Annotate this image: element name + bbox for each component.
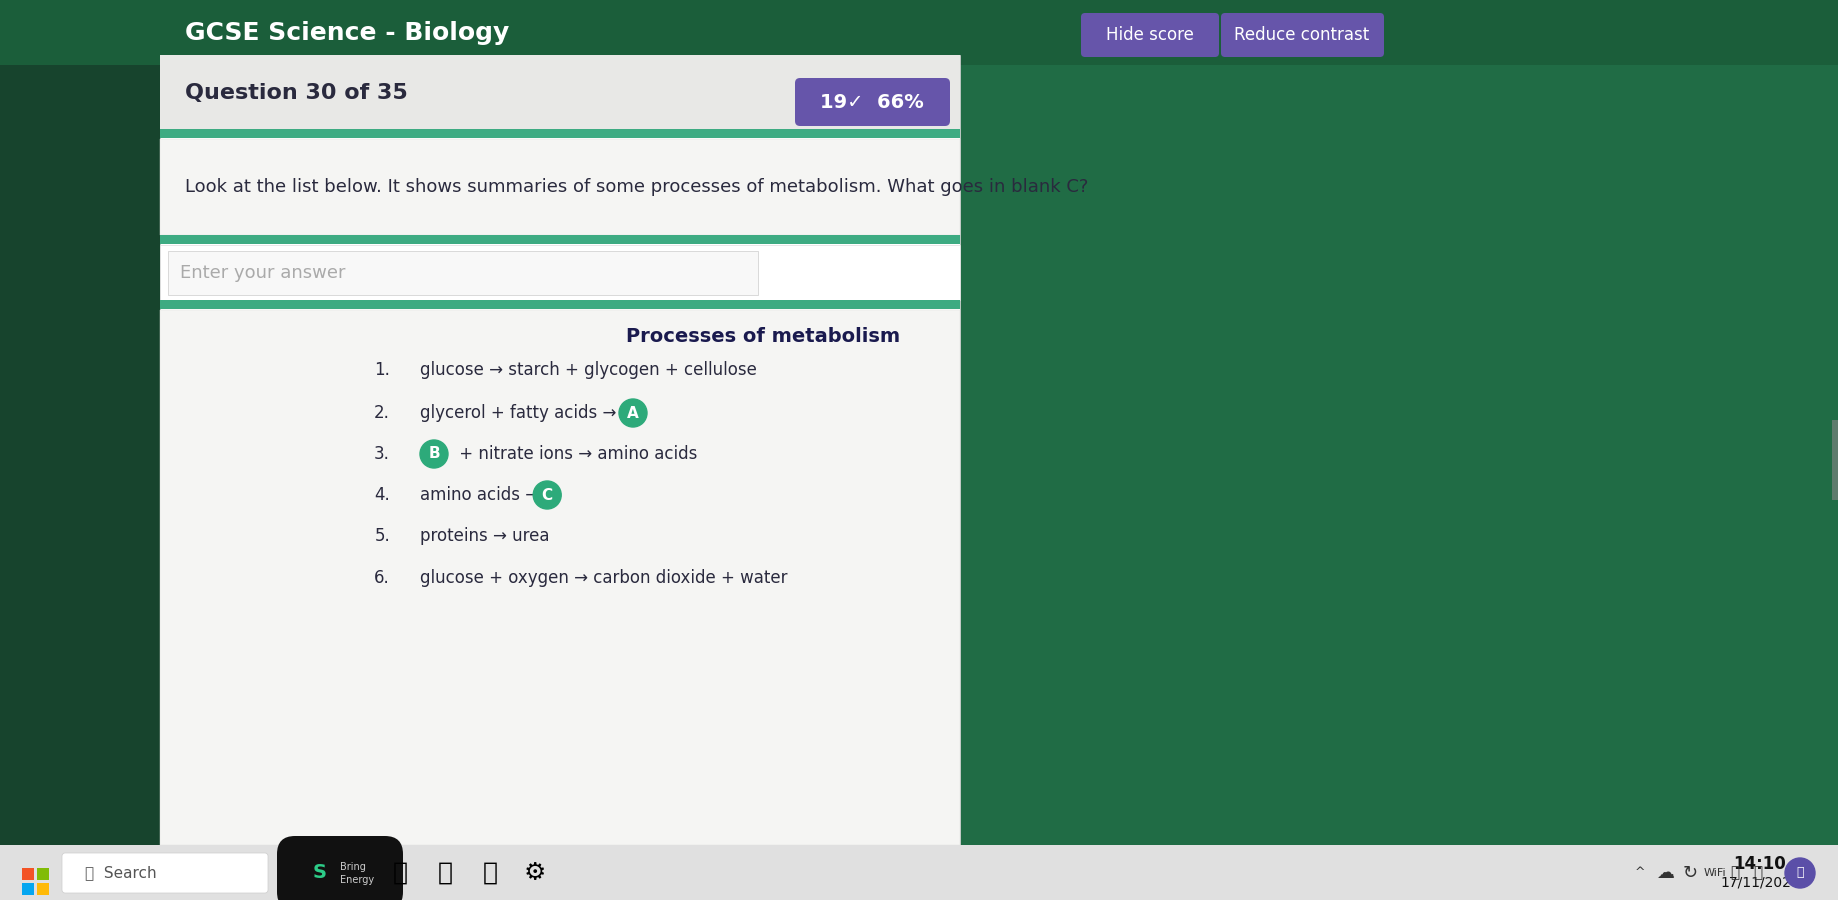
Text: 🔋: 🔋 [1753,866,1763,880]
Text: Processes of metabolism: Processes of metabolism [627,328,901,346]
Bar [160,310,959,845]
Circle shape [533,481,561,509]
Text: Hide score: Hide score [1106,26,1195,44]
FancyBboxPatch shape [796,78,950,126]
Bar [160,300,959,309]
Text: A: A [627,406,640,420]
Text: 17/11/2024: 17/11/2024 [1720,875,1799,889]
Bar [160,55,959,130]
Text: WiFi: WiFi [1704,868,1726,878]
Text: C: C [542,488,553,502]
Bar [1832,420,1838,500]
Text: ⚙: ⚙ [524,861,546,885]
Bar [37,868,50,880]
FancyBboxPatch shape [278,836,403,900]
FancyBboxPatch shape [1220,13,1384,57]
Bar [167,251,757,295]
Text: 🔔: 🔔 [1796,867,1803,879]
Text: + nitrate ions → amino acids: + nitrate ions → amino acids [454,445,697,463]
Text: 🔍  Search: 🔍 Search [85,866,156,880]
Text: Question 30 of 35: Question 30 of 35 [186,83,408,103]
Text: Reduce contrast: Reduce contrast [1235,26,1369,44]
Text: glycerol + fatty acids →: glycerol + fatty acids → [421,404,621,422]
Bar [160,245,959,300]
Text: 3.: 3. [375,445,390,463]
Text: 19✓  66%: 19✓ 66% [820,93,925,112]
Text: Look at the list below. It shows summaries of some processes of metabolism. What: Look at the list below. It shows summari… [186,178,1088,196]
Text: 1.: 1. [375,361,390,379]
Text: Bring: Bring [340,862,366,872]
Bar [959,55,1838,845]
Bar [22,883,33,895]
Text: 2.: 2. [375,404,390,422]
Text: 4.: 4. [375,486,390,504]
Text: Energy: Energy [340,875,375,885]
Text: ^: ^ [1634,867,1645,879]
Text: 🔊: 🔊 [1730,866,1739,880]
FancyBboxPatch shape [1081,13,1219,57]
Text: ↻: ↻ [1682,864,1698,882]
Text: GCSE Science - Biology: GCSE Science - Biology [186,21,509,45]
Text: 📧: 📧 [483,861,498,885]
Text: ☁: ☁ [1656,864,1674,882]
Circle shape [1785,858,1814,888]
Bar [160,55,959,845]
Text: Enter your answer: Enter your answer [180,264,346,282]
Text: glucose + oxygen → carbon dioxide + water: glucose + oxygen → carbon dioxide + wate… [421,569,787,587]
Text: glucose → starch + glycogen + cellulose: glucose → starch + glycogen + cellulose [421,361,757,379]
Text: 14:10: 14:10 [1733,855,1787,873]
Text: 6.: 6. [375,569,390,587]
Text: proteins → urea: proteins → urea [421,527,550,545]
Text: amino acids →: amino acids → [421,486,544,504]
Text: B: B [428,446,439,462]
Bar [160,129,959,138]
Text: 📁: 📁 [393,861,408,885]
FancyBboxPatch shape [62,853,268,893]
Bar [160,235,959,244]
Bar [22,868,33,880]
Bar [0,55,160,845]
Bar [0,845,1838,900]
Bar [0,0,1838,65]
Circle shape [421,440,448,468]
Text: 🌐: 🌐 [437,861,452,885]
Text: S: S [312,863,327,883]
Bar [37,883,50,895]
Text: 5.: 5. [375,527,390,545]
Bar [160,139,959,235]
Circle shape [619,399,647,427]
